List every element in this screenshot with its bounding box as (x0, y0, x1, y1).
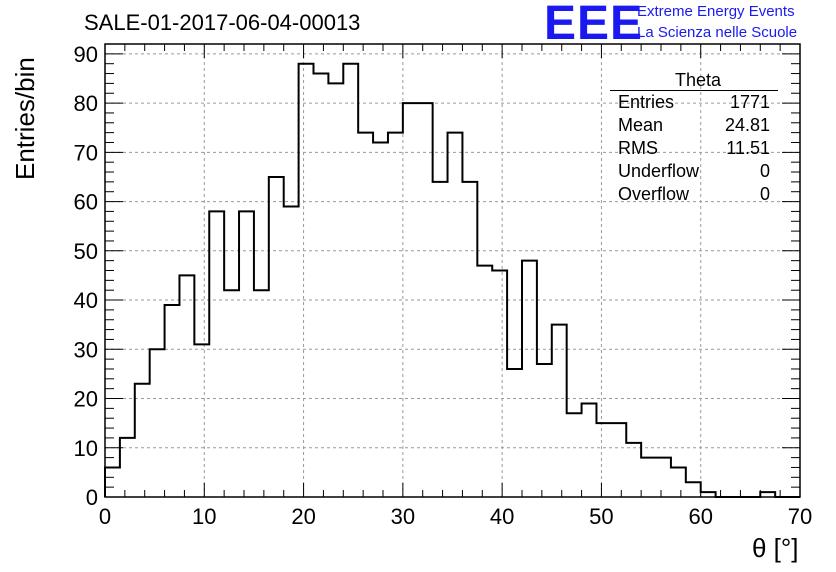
histogram-bin (194, 344, 209, 497)
histogram-bin (314, 74, 329, 497)
logo-caption-line2: La Scienza nelle Scuole (637, 24, 798, 41)
x-tick-label: 20 (291, 504, 315, 529)
logo-caption-line1: Extreme Energy Events (637, 3, 795, 20)
stat-label: RMS (618, 138, 658, 158)
histogram-bin (373, 142, 388, 497)
stat-value: 1771 (729, 92, 770, 112)
stat-row-overflow: Overflow 0 (610, 183, 778, 206)
y-tick-label: 80 (74, 91, 98, 116)
histogram-bin (507, 369, 522, 497)
histogram-bin (343, 64, 358, 497)
stat-label: Mean (618, 115, 664, 135)
histogram-bin (552, 325, 567, 497)
histogram-bin (433, 182, 448, 497)
x-tick-label: 30 (391, 504, 415, 529)
y-tick-label: 30 (74, 337, 98, 362)
y-tick-label: 10 (74, 436, 98, 461)
histogram-bin (418, 103, 433, 497)
histogram-bin (686, 482, 701, 497)
y-tick-label: 40 (74, 288, 98, 313)
stat-value: 11.51 (726, 138, 770, 158)
x-tick-label: 40 (490, 504, 514, 529)
histogram-bin (596, 423, 611, 497)
histogram-bin (477, 266, 492, 497)
histogram-bin (701, 492, 716, 497)
histogram-bin (537, 364, 552, 497)
stats-box: Theta Entries 1771 Mean 24.81 RMS 11.51 … (610, 70, 778, 206)
histogram-bin (567, 413, 582, 497)
histogram-bin (403, 103, 418, 497)
chart-title: SALE-01-2017-06-04-00013 (84, 10, 361, 35)
histogram-line (104, 62, 800, 498)
stat-value: 0 (759, 161, 770, 181)
eee-logo: EEE (544, 0, 644, 50)
histogram-bin (522, 261, 537, 497)
histogram-bin (224, 290, 239, 497)
stat-row-mean: Mean 24.81 (610, 114, 778, 137)
histogram-bin (105, 467, 120, 497)
histogram-bin (165, 305, 180, 497)
histogram-bin (209, 211, 224, 497)
stat-value: 24.81 (724, 115, 770, 135)
histogram-bin (150, 349, 165, 497)
stat-label: Overflow (618, 184, 690, 204)
y-tick-label: 70 (74, 140, 98, 165)
histogram-bin (284, 206, 299, 497)
histogram-bin (135, 384, 150, 497)
stat-row-underflow: Underflow 0 (610, 160, 778, 183)
histogram-bin (299, 64, 314, 497)
histogram-bin (358, 133, 373, 497)
stat-label: Underflow (618, 161, 700, 181)
x-axis-label: θ [°] (752, 533, 799, 563)
histogram-bin (448, 133, 463, 497)
y-tick-label: 50 (74, 239, 98, 264)
histogram-bin (760, 492, 775, 497)
histogram-bin (328, 83, 343, 497)
histogram-bin (492, 271, 507, 498)
histogram-bin (656, 458, 671, 497)
histogram-bin (626, 443, 641, 497)
histogram-bin (462, 182, 477, 497)
y-tick-label: 90 (74, 42, 98, 67)
stat-value: 0 (759, 184, 770, 204)
x-tick-label: 60 (688, 504, 712, 529)
histogram-bin (254, 290, 269, 497)
x-tick-label: 0 (99, 504, 111, 529)
y-axis-label: Entries/bin (10, 57, 40, 180)
stats-title: Theta (610, 70, 778, 91)
histogram-bin (269, 177, 284, 497)
stat-label: Entries (618, 92, 675, 112)
histogram-bin (239, 211, 254, 497)
x-tick-label: 50 (589, 504, 613, 529)
stat-row-entries: Entries 1771 (610, 91, 778, 114)
histogram-bin (388, 133, 403, 497)
x-tick-label: 70 (788, 504, 812, 529)
histogram-bin (671, 467, 686, 497)
histogram-bin (582, 403, 597, 497)
histogram-bin (611, 423, 626, 497)
y-tick-label: 60 (74, 190, 98, 215)
x-tick-label: 10 (192, 504, 216, 529)
stat-row-rms: RMS 11.51 (610, 137, 778, 160)
histogram-bin (120, 438, 135, 497)
y-tick-label: 20 (74, 387, 98, 412)
histogram-bin (641, 458, 656, 497)
histogram-bin (179, 275, 194, 497)
y-tick-label: 0 (86, 485, 98, 510)
